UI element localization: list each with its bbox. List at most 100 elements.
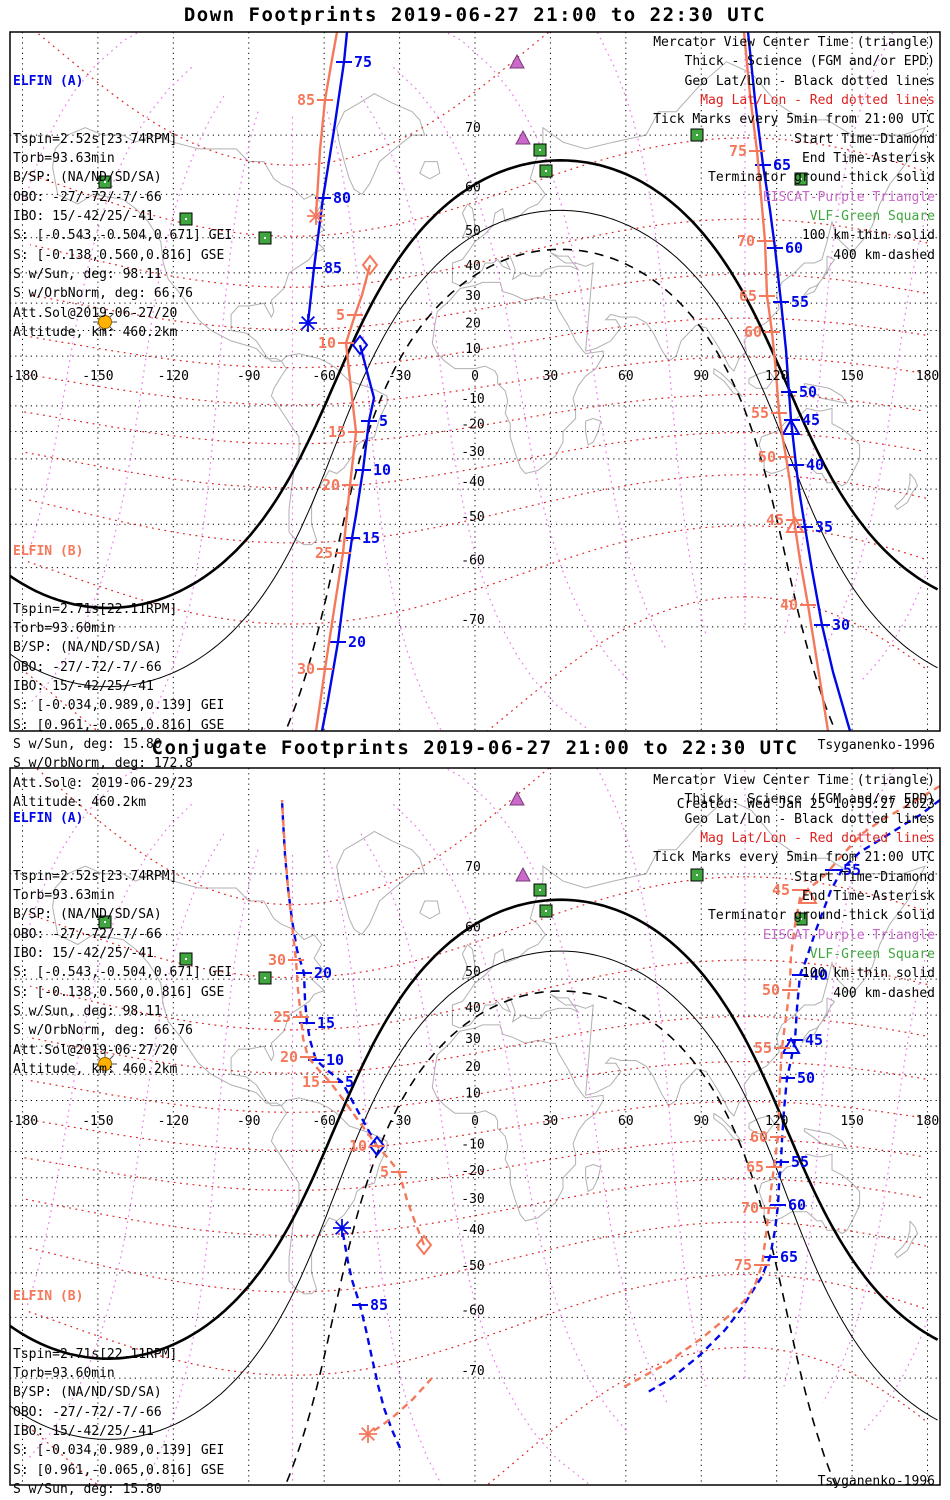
time-tick-label: 55: [791, 1153, 809, 1171]
time-tick-label: 50: [797, 1069, 815, 1087]
coastline: [894, 1220, 919, 1259]
mag-latitude-line: [29, 959, 928, 1031]
lon-label: 90: [693, 369, 709, 384]
model-label: Tsyganenko-1996: [817, 1474, 935, 1489]
mag-latitude-line: [27, 273, 926, 330]
info-line: S w/OrbNorm, deg: 66.76: [13, 286, 194, 302]
coastline: [801, 255, 836, 301]
sun-ray: [109, 1055, 114, 1060]
center-time-triangle-icon: [785, 515, 805, 533]
mag-latitude-line: [29, 218, 928, 288]
vlf-square-dot: [185, 958, 187, 960]
coastline: [270, 1097, 388, 1295]
created-label: Created: Wed Jan 25 10:55:27 2023: [676, 796, 935, 812]
info-line: Torb=93.60min: [13, 621, 115, 637]
elfin-b-header: ELFIN (B): [13, 1288, 84, 1304]
mag-latitude-line: [22, 1139, 921, 1191]
vlf-square-dot: [696, 134, 698, 136]
info-line: Torb=93.63min: [13, 888, 115, 904]
mag-latitude-line: [25, 525, 925, 625]
mag-meridian-line: [24, 768, 927, 1403]
lon-label: -30: [388, 369, 411, 384]
info-line: S: [-0.543,-0.504,0.671] GEI: [13, 965, 233, 981]
legend-line: End Time-Asterisk: [801, 151, 935, 167]
time-tick-label: 10: [349, 1137, 367, 1155]
lon-label: 60: [618, 1114, 634, 1129]
lon-label: -180: [7, 369, 38, 384]
track-elfina: [306, 32, 349, 324]
coastline: [585, 1163, 602, 1193]
terminator-ground: [10, 898, 939, 1361]
elfin-a-info-bottom: ELFIN (A) Tspin=2.52s[23.74RPM] Torb=93.6…: [13, 770, 232, 1099]
coastline: [758, 407, 861, 487]
time-tick-label: 65: [780, 1248, 798, 1266]
time-tick-label: 10: [318, 334, 336, 352]
vlf-square-dot: [696, 874, 698, 876]
lon-label: -90: [237, 1114, 260, 1129]
time-tick-label: 60: [750, 1128, 768, 1146]
elfin-a-info-top: ELFIN (A) Tspin=2.52s[23.74RPM] Torb=93.6…: [13, 33, 232, 362]
mag-meridian-line: [392, 803, 629, 1433]
lat-label: -60: [461, 1303, 484, 1318]
time-tick-label: 40: [810, 966, 828, 984]
time-tick-label: 20: [280, 1048, 298, 1066]
center-time-triangle-icon: [781, 417, 801, 435]
mag-meridian-line: [24, 32, 927, 651]
sun-icon: [98, 315, 112, 329]
mag-latitude-line: [25, 596, 926, 731]
legend-line: Mercator View Center Time (triangle): [653, 35, 935, 50]
time-tick-label: 60: [785, 239, 803, 257]
info-line: S w/OrbNorm, deg: 66.76: [13, 1023, 194, 1039]
mag-meridian-line: [326, 849, 443, 1485]
elfin-a-lines: Tspin=2.52s[23.74RPM] Torb=93.63min B/SP: …: [13, 130, 232, 343]
lon-label: 180: [916, 1114, 939, 1129]
mag-meridian-line: [783, 32, 894, 636]
lat-label: -10: [461, 1137, 484, 1152]
eiscat-triangle: [509, 790, 525, 806]
lon-label: -60: [312, 369, 335, 384]
lat-label: -40: [461, 1223, 484, 1238]
coastline: [336, 93, 426, 195]
time-tick-label: 15: [328, 423, 346, 441]
time-tick-label: 85: [297, 91, 315, 109]
panel-group-conjugate: 5101520554045505560658551015202530455055…: [10, 768, 940, 1485]
info-line: Att.Sol@2019-06-27/20: [13, 1042, 178, 1058]
coastline: [431, 281, 604, 475]
terminator-100km: [10, 950, 938, 1440]
lat-label: 70: [465, 121, 481, 136]
lat-label: 10: [465, 1087, 481, 1102]
coastline: [431, 1024, 604, 1222]
coastline: [803, 1128, 849, 1150]
info-line: S: [-0.034,0.989,0.139] GEI: [13, 698, 225, 714]
lat-label: 60: [465, 921, 481, 936]
time-tick-label: 50: [799, 383, 817, 401]
info-line: S: [-0.138,0.560,0.816] GSE: [13, 984, 225, 1000]
time-tick-label: 30: [297, 660, 315, 678]
lon-label: 30: [543, 369, 559, 384]
vlf-square-dot: [545, 910, 547, 912]
terminator-ground: [10, 158, 939, 610]
legend-line: Start Time-Diamond: [794, 869, 935, 885]
info-line: S: [0.961,-0.065,0.816] GSE: [13, 717, 225, 733]
lon-label: 0: [471, 369, 479, 384]
lon-label: -150: [82, 369, 113, 384]
info-line: S: [-0.138,0.560,0.816] GSE: [13, 247, 225, 263]
legend-line: Terminator ground-thick solid: [708, 908, 935, 924]
mag-meridian-line: [596, 768, 707, 1387]
info-line: Altitude, km: 460.2km: [13, 1062, 178, 1078]
eiscat-triangle: [515, 866, 531, 882]
time-tick-label: 5: [379, 412, 388, 430]
lon-label: 0: [471, 1114, 479, 1129]
info-line: Tspin=2.52s[23.74RPM]: [13, 868, 178, 884]
sun-ray: [109, 313, 114, 318]
lon-label: -60: [312, 1114, 335, 1129]
legend-line: EISCAT-Purple Triangle: [762, 189, 935, 205]
lat-label: -50: [461, 510, 484, 525]
time-tick-label: 45: [805, 1031, 823, 1049]
top-panel-title: Down Footprints 2019-06-27 21:00 to 22:3…: [183, 4, 767, 26]
info-line: Tspin=2.71s[22.11RPM]: [13, 601, 178, 617]
legend-top: Mercator View Center Time (triangle) Thic…: [653, 33, 935, 265]
legend-line: Geo Lat/Lon - Black dotted lines: [684, 811, 935, 827]
